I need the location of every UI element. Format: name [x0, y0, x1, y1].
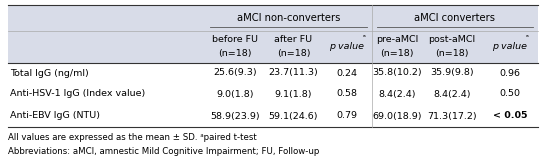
Text: p value: p value	[329, 43, 365, 51]
Text: 71.3(17.2): 71.3(17.2)	[427, 112, 477, 120]
Text: pre-aMCI: pre-aMCI	[376, 35, 418, 45]
Text: (n=18): (n=18)	[436, 50, 469, 59]
Text: 8.4(2.4): 8.4(2.4)	[378, 89, 415, 99]
Text: 0.96: 0.96	[499, 68, 520, 78]
Text: < 0.05: < 0.05	[493, 112, 527, 120]
Text: 23.7(11.3): 23.7(11.3)	[269, 68, 318, 78]
Text: 0.24: 0.24	[337, 68, 358, 78]
Text: 8.4(2.4): 8.4(2.4)	[433, 89, 471, 99]
Text: (n=18): (n=18)	[277, 50, 310, 59]
Text: 9.0(1.8): 9.0(1.8)	[216, 89, 254, 99]
Text: 35.9(9.8): 35.9(9.8)	[430, 68, 474, 78]
Text: 58.9(23.9): 58.9(23.9)	[210, 112, 260, 120]
Text: Anti-HSV-1 IgG (Index value): Anti-HSV-1 IgG (Index value)	[10, 89, 145, 99]
Text: 69.0(18.9): 69.0(18.9)	[372, 112, 422, 120]
Text: 9.1(1.8): 9.1(1.8)	[275, 89, 312, 99]
Text: All values are expressed as the mean ± SD. ᵃpaired t-test: All values are expressed as the mean ± S…	[8, 133, 257, 143]
Text: ᵃ: ᵃ	[362, 35, 365, 42]
Text: after FU: after FU	[274, 35, 313, 45]
Text: ᵃ: ᵃ	[525, 35, 529, 42]
Text: Abbreviations: aMCI, amnestic Mild Cognitive Impairment; FU, Follow-up: Abbreviations: aMCI, amnestic Mild Cogni…	[8, 148, 319, 156]
Bar	[8, 31, 538, 63]
Text: p value: p value	[492, 43, 527, 51]
Text: 59.1(24.6): 59.1(24.6)	[269, 112, 318, 120]
Text: (n=18): (n=18)	[218, 50, 252, 59]
Text: aMCI non-converters: aMCI non-converters	[237, 13, 340, 23]
Text: post-aMCI: post-aMCI	[428, 35, 476, 45]
Text: before FU: before FU	[212, 35, 258, 45]
Text: 0.58: 0.58	[337, 89, 358, 99]
Text: 35.8(10.2): 35.8(10.2)	[372, 68, 422, 78]
Text: 25.6(9.3): 25.6(9.3)	[213, 68, 257, 78]
Text: (n=18): (n=18)	[380, 50, 414, 59]
Text: Anti-EBV IgG (NTU): Anti-EBV IgG (NTU)	[10, 112, 100, 120]
Text: Total IgG (ng/ml): Total IgG (ng/ml)	[10, 68, 89, 78]
Text: 0.79: 0.79	[337, 112, 358, 120]
Bar	[8, 5, 538, 31]
Text: aMCI converters: aMCI converters	[414, 13, 496, 23]
Text: 0.50: 0.50	[499, 89, 520, 99]
